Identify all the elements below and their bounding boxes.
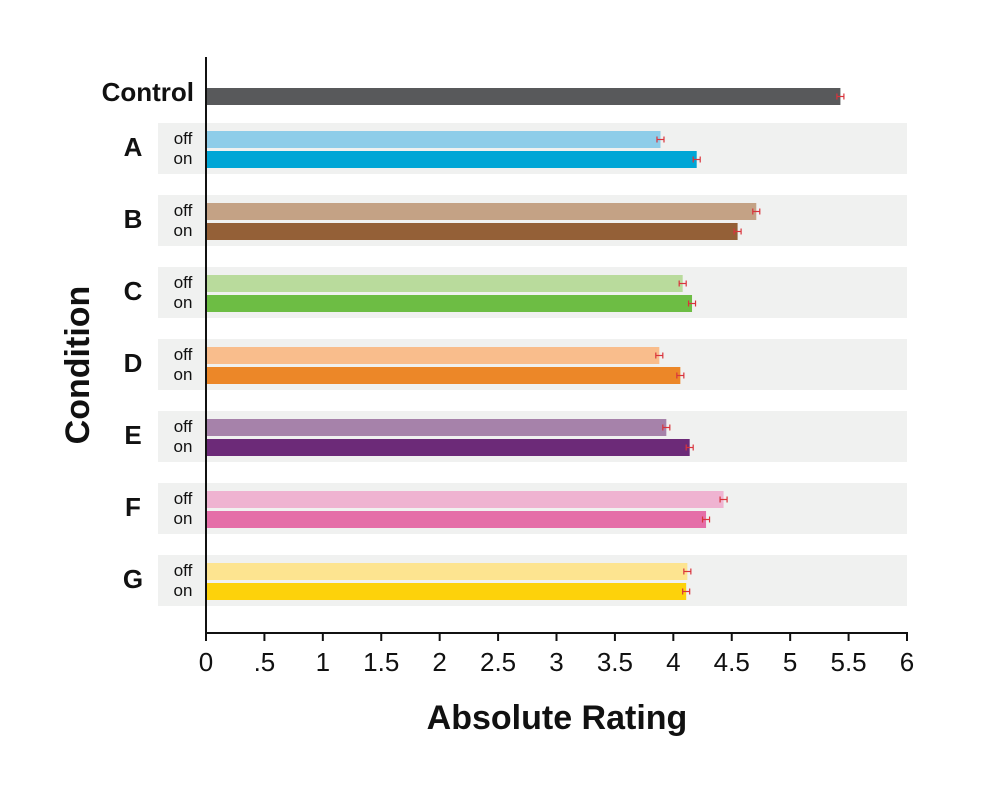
bar-label: on <box>174 221 193 240</box>
x-tick-label: .5 <box>254 647 276 677</box>
bar-label: on <box>174 437 193 456</box>
error-bar <box>683 568 692 575</box>
x-tick-label: 0 <box>199 647 213 677</box>
error-bar <box>682 588 691 595</box>
bar-label: off <box>174 417 193 436</box>
error-bar <box>678 280 687 287</box>
error-bar <box>719 496 728 503</box>
bar-label: off <box>174 129 193 148</box>
bar-label: off <box>174 201 193 220</box>
bar <box>206 511 707 528</box>
group-label: D <box>124 348 143 378</box>
bar-label: off <box>174 345 193 364</box>
x-tick-label: 3.5 <box>597 647 633 677</box>
error-bar <box>656 136 665 143</box>
x-tick-label: 1 <box>316 647 330 677</box>
x-tick-label: 4 <box>666 647 680 677</box>
group-label: C <box>124 276 143 306</box>
bar <box>206 151 697 168</box>
group-label: G <box>123 564 143 594</box>
x-tick-label: 4.5 <box>714 647 750 677</box>
x-tick-label: 3 <box>549 647 563 677</box>
bar <box>206 203 757 220</box>
bar-label: off <box>174 489 193 508</box>
error-bar <box>662 424 671 431</box>
error-bar <box>836 93 845 100</box>
bar-label: off <box>174 561 193 580</box>
x-tick-label: 5 <box>783 647 797 677</box>
x-tick-label: 1.5 <box>363 647 399 677</box>
error-bar <box>733 228 742 235</box>
group-label: B <box>124 204 143 234</box>
group-label: A <box>124 132 143 162</box>
bar <box>206 275 683 292</box>
bar <box>206 347 660 364</box>
error-bar <box>701 516 711 523</box>
bar-label: on <box>174 509 193 528</box>
bar-label: on <box>174 149 193 168</box>
bar <box>206 491 724 508</box>
bar <box>206 583 687 600</box>
bar <box>206 131 661 148</box>
bar <box>206 367 681 384</box>
error-bar <box>685 444 694 451</box>
bar <box>206 563 688 580</box>
bar-label: on <box>174 365 193 384</box>
group-label: E <box>124 420 141 450</box>
error-bar <box>687 300 697 307</box>
bar <box>206 439 690 456</box>
x-axis-label: Absolute Rating <box>427 699 688 737</box>
bar-label: on <box>174 293 193 312</box>
error-bar <box>752 208 761 215</box>
bar <box>206 223 738 240</box>
x-tick-label: 2 <box>432 647 446 677</box>
error-bar <box>676 372 685 379</box>
error-bar <box>655 352 664 359</box>
group-label: F <box>125 492 141 522</box>
bar <box>206 88 841 105</box>
control-label: Control <box>102 77 194 107</box>
bar-label: on <box>174 581 193 600</box>
x-tick-label: 2.5 <box>480 647 516 677</box>
bar <box>206 295 693 312</box>
x-tick-label: 5.5 <box>831 647 867 677</box>
y-axis-label: Condition <box>59 286 97 445</box>
x-tick-label: 6 <box>900 647 914 677</box>
bar <box>206 419 667 436</box>
bar-label: off <box>174 273 193 292</box>
error-bar <box>692 156 701 163</box>
